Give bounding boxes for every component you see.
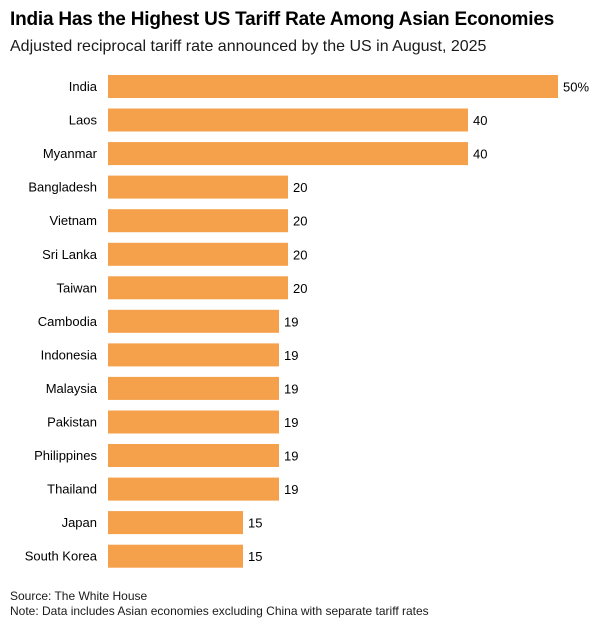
- bar-malaysia: [108, 376, 279, 400]
- bar-sri-lanka: [108, 242, 288, 266]
- category-label-thailand: Thailand: [47, 482, 97, 497]
- bar-cambodia: [108, 309, 279, 333]
- category-label-malaysia: Malaysia: [46, 381, 98, 396]
- bar-pakistan: [108, 410, 279, 434]
- bar-myanmar: [108, 142, 468, 166]
- footnote: Note: Data includes Asian economies excl…: [10, 604, 429, 618]
- chart-title: India Has the Highest US Tariff Rate Amo…: [10, 9, 555, 30]
- category-label-myanmar: Myanmar: [43, 146, 98, 161]
- category-label-pakistan: Pakistan: [47, 415, 97, 430]
- category-label-japan: Japan: [62, 515, 97, 530]
- bar-vietnam: [108, 209, 288, 233]
- category-label-taiwan: Taiwan: [57, 280, 97, 295]
- bar-philippines: [108, 444, 279, 467]
- category-label-south-korea: South Korea: [25, 549, 98, 564]
- value-label-vietnam: 20: [293, 214, 307, 229]
- value-label-bangladesh: 20: [293, 180, 307, 195]
- bar-south-korea: [108, 544, 243, 568]
- category-label-india: India: [69, 79, 98, 94]
- bar-indonesia: [108, 343, 279, 367]
- category-label-vietnam: Vietnam: [50, 213, 97, 228]
- value-label-pakistan: 19: [284, 415, 298, 430]
- value-label-india: 50%: [563, 80, 589, 95]
- category-label-sri-lanka: Sri Lanka: [42, 247, 98, 262]
- value-label-japan: 15: [248, 516, 262, 531]
- bar-india: [108, 75, 558, 98]
- category-label-philippines: Philippines: [34, 448, 97, 463]
- chart-subtitle: Adjusted reciprocal tariff rate announce…: [10, 38, 487, 55]
- bar-thailand: [108, 477, 279, 501]
- value-label-indonesia: 19: [284, 348, 298, 363]
- value-label-myanmar: 40: [473, 147, 487, 162]
- category-label-cambodia: Cambodia: [38, 314, 98, 329]
- category-label-indonesia: Indonesia: [41, 347, 98, 362]
- value-label-sri-lanka: 20: [293, 247, 307, 262]
- value-label-malaysia: 19: [284, 381, 298, 396]
- value-label-thailand: 19: [284, 482, 298, 497]
- bar-taiwan: [108, 276, 288, 300]
- source-note: Source: The White House: [10, 589, 148, 603]
- value-label-laos: 40: [473, 113, 487, 128]
- category-label-laos: Laos: [69, 113, 98, 128]
- value-label-south-korea: 15: [248, 549, 262, 564]
- category-label-bangladesh: Bangladesh: [28, 180, 97, 195]
- value-label-philippines: 19: [284, 449, 298, 464]
- bar-bangladesh: [108, 175, 288, 199]
- value-label-taiwan: 20: [293, 281, 307, 296]
- bar-laos: [108, 108, 468, 132]
- value-label-cambodia: 19: [284, 314, 298, 329]
- bar-japan: [108, 511, 243, 535]
